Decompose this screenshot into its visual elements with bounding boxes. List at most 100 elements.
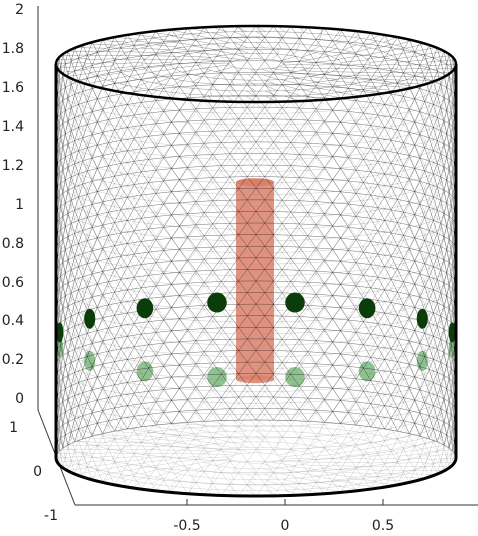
mesh-edge (437, 205, 441, 220)
mesh-edge (108, 309, 121, 313)
mesh-edge (419, 201, 425, 212)
mesh-edge (429, 463, 434, 478)
mesh-edge (340, 144, 349, 156)
cap-edge (191, 433, 213, 439)
mesh-edge (134, 476, 149, 479)
mesh-edge (332, 422, 341, 436)
mesh-edge (212, 217, 222, 229)
mesh-edge (377, 336, 385, 347)
mesh-edge (424, 139, 434, 143)
mesh-edge (108, 263, 121, 267)
cap-edge (330, 435, 341, 442)
cap-edge (414, 445, 422, 450)
mesh-edge (114, 137, 122, 151)
mesh-edge (433, 450, 438, 465)
cap-edge (395, 476, 426, 479)
mesh-edge (195, 262, 205, 275)
mesh-edge (74, 394, 79, 405)
cap-edge (350, 466, 362, 471)
mesh-edge (370, 442, 378, 454)
cap-edge (195, 464, 211, 470)
mesh-edge (238, 159, 248, 172)
mesh-edge (377, 476, 385, 488)
mesh-edge (419, 247, 425, 259)
mesh-edge (390, 451, 398, 462)
mesh-edge (82, 374, 88, 385)
mesh-edge (384, 299, 398, 302)
cap-edge (367, 462, 398, 464)
mesh-edge (108, 137, 115, 148)
mesh-edge (355, 187, 371, 190)
mesh-edge (179, 447, 188, 459)
mesh-edge (397, 384, 410, 388)
mesh-edge (141, 141, 149, 155)
mesh-edge (332, 433, 349, 436)
mesh-edge (155, 235, 172, 238)
mesh-edge (282, 135, 300, 137)
mesh-edge (348, 316, 364, 319)
mesh-edge (108, 356, 115, 370)
mesh-edge (65, 431, 72, 436)
mesh-edge (419, 258, 425, 272)
mesh-edge (332, 341, 341, 355)
mesh-edge (212, 274, 222, 287)
mesh-edge (148, 176, 164, 179)
mesh-edge (58, 279, 61, 293)
mesh-edge (155, 412, 164, 426)
mesh-edge (82, 258, 88, 269)
cap-edge (230, 473, 234, 480)
cap-edge (384, 441, 405, 447)
mesh-edge (348, 378, 357, 390)
mesh-edge (87, 374, 93, 388)
mesh-edge (255, 125, 265, 137)
z-tick-label: 1 (15, 197, 24, 213)
mesh-edge (348, 292, 364, 295)
mesh-edge (340, 351, 357, 354)
mesh-edge (408, 376, 415, 388)
mesh-edge (384, 415, 398, 418)
mesh-edge (171, 422, 180, 436)
mesh-edge (58, 302, 61, 316)
mesh-edge (141, 396, 157, 399)
cap-edge (255, 461, 277, 464)
mesh-edge (307, 363, 317, 376)
mesh-edge (440, 239, 445, 253)
mesh-edge (204, 460, 213, 472)
mesh-edge (437, 450, 441, 462)
z-axis-ticks: 0 0.2 0.4 0.6 0.8 1 1.2 1.4 1.6 1.8 2 (2, 2, 24, 407)
mesh-edge (307, 286, 317, 298)
mesh-edge (71, 298, 75, 312)
mesh-edge (212, 397, 222, 410)
mesh-edge (102, 309, 109, 321)
mesh-edge (429, 139, 434, 153)
mesh-edge (384, 347, 392, 359)
mesh-edge (443, 166, 450, 170)
mesh-edge (384, 219, 392, 233)
mesh-edge (127, 221, 135, 233)
mesh-edge (340, 376, 349, 388)
cap-edge (404, 470, 415, 475)
mesh-edge (355, 349, 371, 353)
cap-edge (321, 427, 342, 430)
mesh-edge (247, 159, 257, 172)
mesh-edge (299, 471, 308, 484)
mesh-edge (370, 116, 385, 119)
cap-edge (211, 425, 234, 427)
cap-edge (283, 453, 309, 458)
mesh-edge (290, 448, 308, 450)
cap-edge (312, 453, 339, 457)
mesh-edge (155, 444, 172, 447)
mesh-edge (363, 344, 371, 358)
mesh-edge (247, 125, 257, 137)
mesh-edge (315, 122, 325, 136)
mesh-edge (134, 267, 149, 271)
mesh-edge (419, 412, 430, 417)
mesh-edge (409, 446, 415, 460)
mesh-edge (332, 445, 341, 459)
mesh-edge (403, 193, 410, 205)
mesh-edge (391, 124, 404, 127)
mesh-edge (424, 185, 434, 189)
mesh-edge (102, 111, 115, 115)
mesh-edge (134, 383, 142, 397)
mesh-edge (74, 395, 79, 406)
